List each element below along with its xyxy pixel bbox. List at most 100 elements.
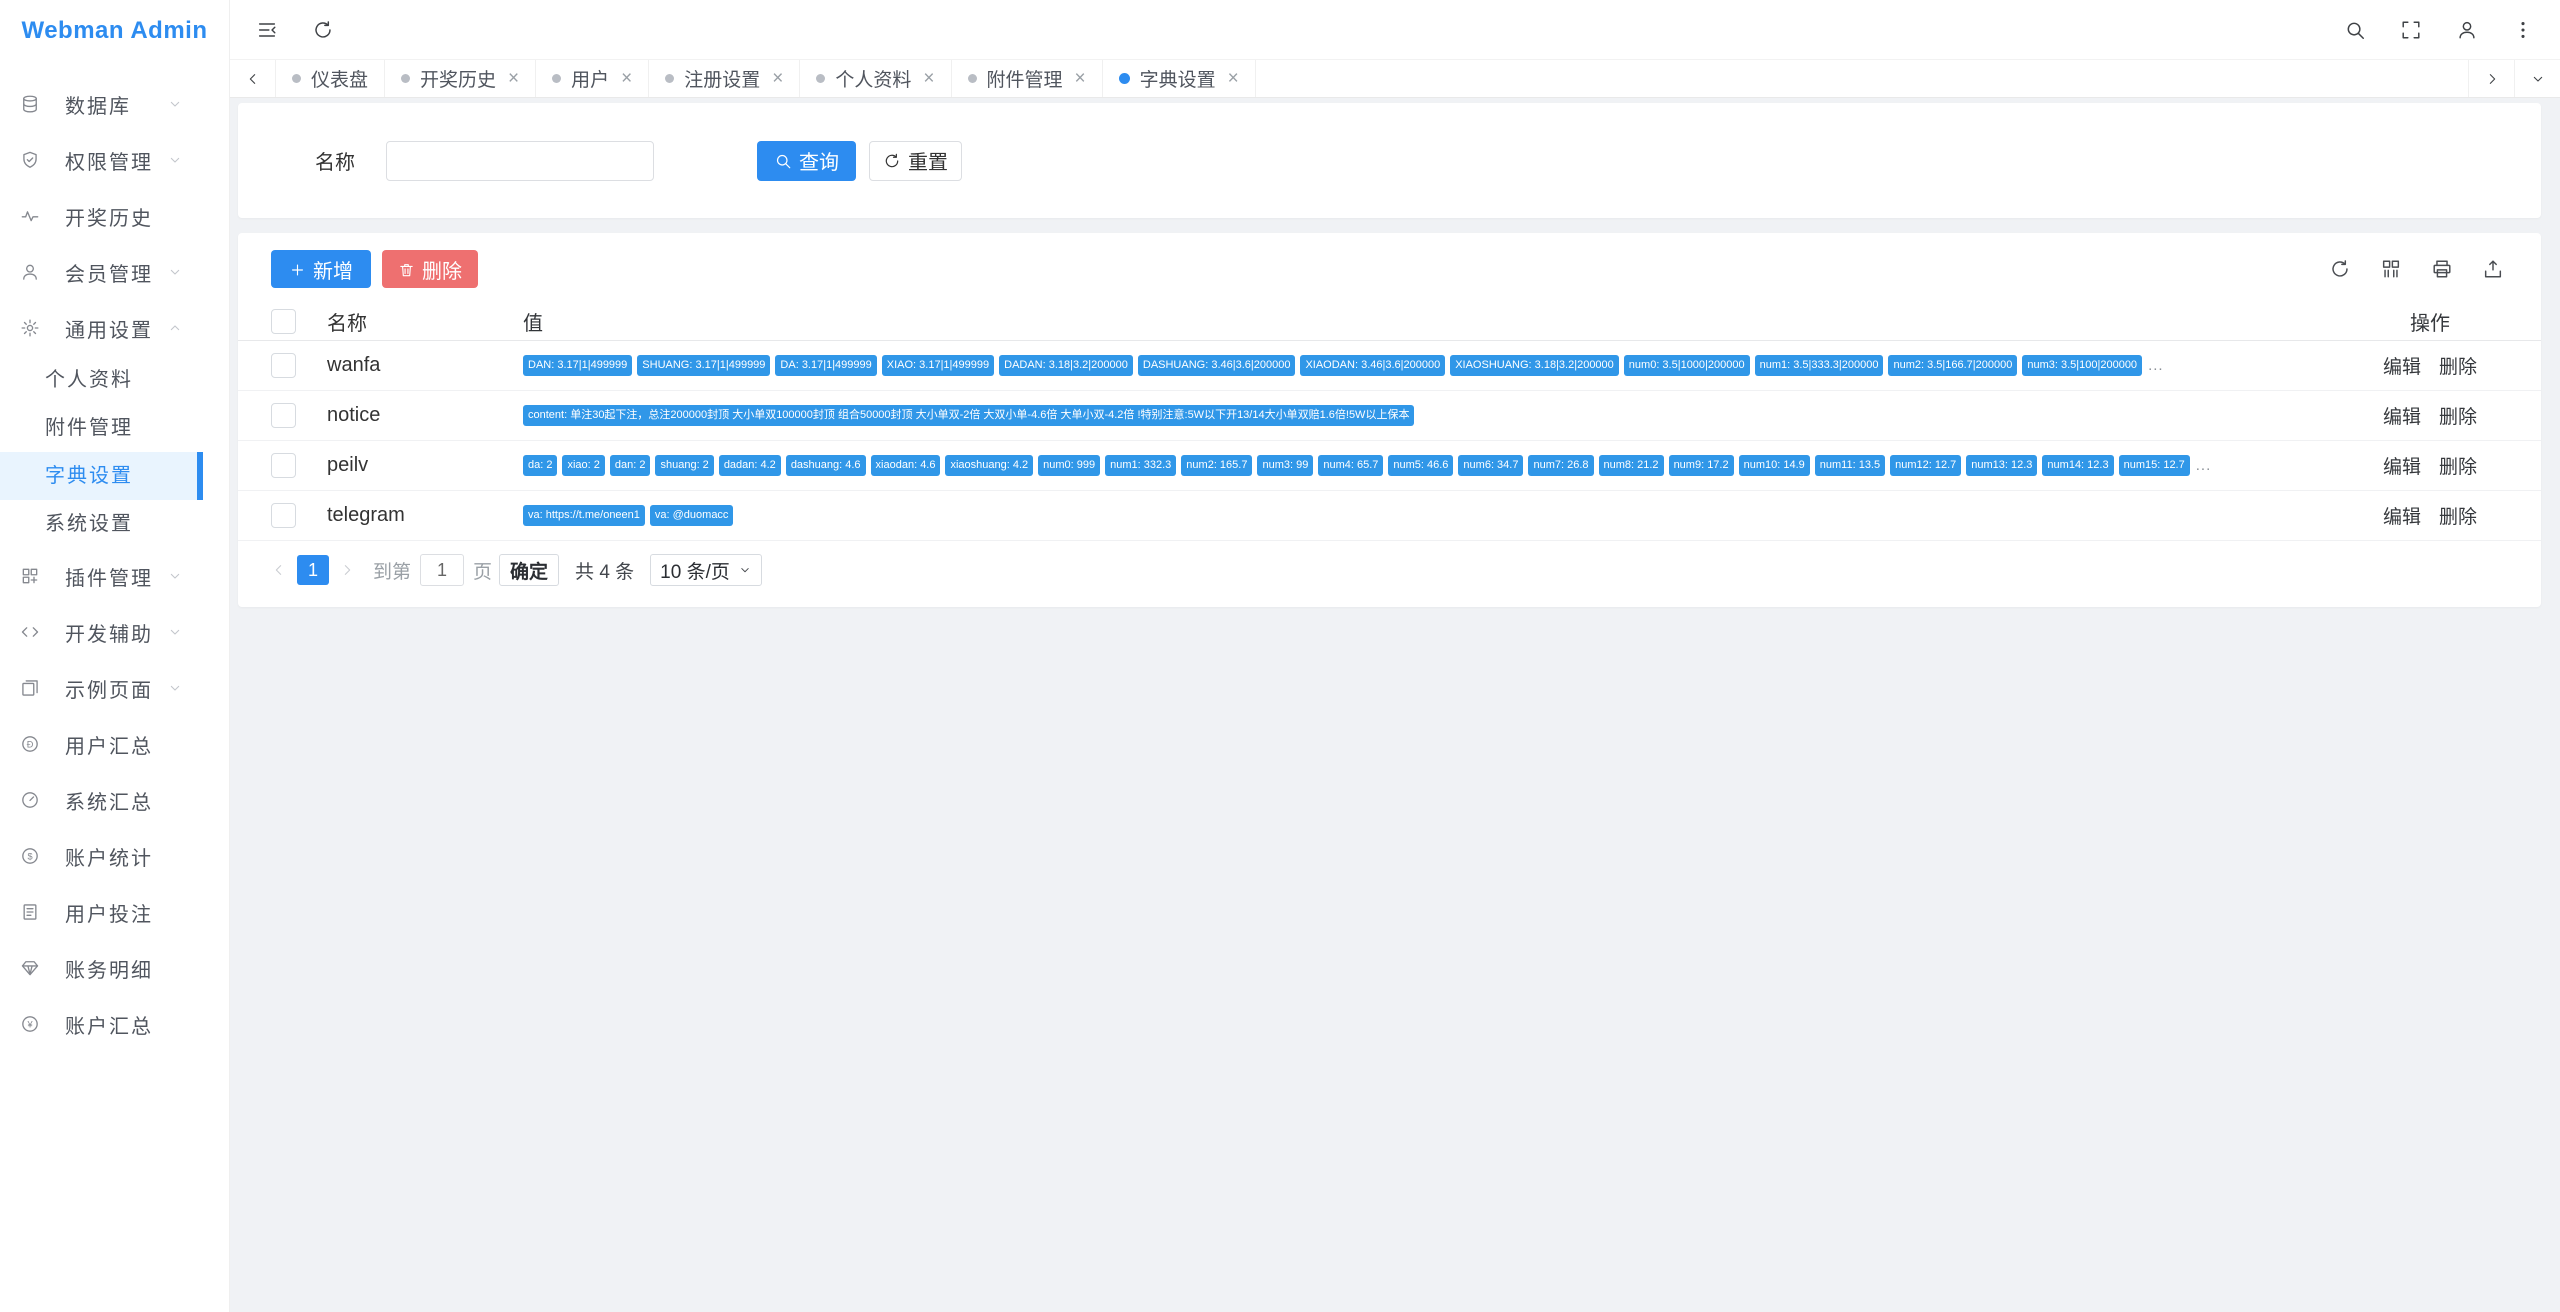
value-tag: num14: 12.3: [2042, 455, 2114, 476]
kebab-menu-icon[interactable]: [2512, 19, 2534, 41]
sidebar-item[interactable]: 插件管理: [0, 548, 229, 604]
tab-label: 仪表盘: [311, 70, 369, 91]
table-row: notice content: 单注30起下注，总注200000封顶 大小单双10…: [238, 391, 2541, 441]
print-icon[interactable]: [2431, 258, 2453, 280]
table-refresh-icon[interactable]: [2329, 258, 2351, 280]
value-tag: num5: 46.6: [1388, 455, 1454, 476]
tab-close-icon[interactable]: ×: [621, 68, 633, 89]
tab-item[interactable]: 用户 ×: [536, 60, 650, 97]
tab-dot-icon: [401, 74, 411, 83]
tab-item[interactable]: 附件管理 ×: [951, 60, 1103, 97]
search-icon[interactable]: [2344, 19, 2366, 41]
tab-close-icon[interactable]: ×: [1074, 68, 1086, 89]
tab-item[interactable]: 字典设置 ×: [1102, 60, 1256, 97]
columns-toggle-icon[interactable]: [2380, 258, 2402, 280]
plugin-icon: [20, 566, 40, 586]
name-input[interactable]: [386, 140, 654, 181]
sidebar-subitem[interactable]: 字典设置: [0, 452, 203, 500]
row-actions: 编辑 删除: [2355, 402, 2505, 429]
top-navbar: [230, 0, 2560, 60]
sidebar-item[interactable]: 数据库: [0, 76, 229, 132]
value-tag: XIAO: 3.17|1|499999: [881, 355, 995, 376]
reset-refresh-icon: [883, 152, 901, 170]
fullscreen-icon[interactable]: [2400, 19, 2422, 41]
chevron-down-icon: [167, 96, 183, 112]
goto-page-input[interactable]: [420, 554, 465, 586]
value-tag: num12: 12.7: [1890, 455, 1962, 476]
sidebar-item[interactable]: 账务明细: [0, 940, 229, 996]
export-icon[interactable]: [2482, 258, 2504, 280]
sidebar-item[interactable]: 开奖历史: [0, 188, 229, 244]
sidebar-item-label: 数据库: [65, 95, 131, 118]
value-tag: DA: 3.17|1|499999: [775, 355, 877, 376]
row-checkbox[interactable]: [271, 503, 296, 528]
sidebar-item-label: 会员管理: [65, 263, 153, 286]
sidebar-item[interactable]: Ð 用户汇总: [0, 716, 229, 772]
tab-close-icon[interactable]: ×: [772, 68, 784, 89]
menu-fold-icon[interactable]: [256, 19, 278, 41]
add-button[interactable]: 新增: [271, 250, 371, 288]
tabs-dropdown-icon[interactable]: [2514, 60, 2560, 97]
tab-close-icon[interactable]: ×: [508, 68, 520, 89]
delete-link[interactable]: 删除: [2439, 507, 2478, 528]
row-checkbox[interactable]: [271, 453, 296, 478]
delete-link[interactable]: 删除: [2439, 407, 2478, 428]
value-tag: num2: 3.5|166.7|200000: [1888, 355, 2018, 376]
edit-link[interactable]: 编辑: [2382, 457, 2421, 478]
tabs-scroll-right-icon[interactable]: [2468, 60, 2514, 97]
page-number-active[interactable]: 1: [297, 555, 329, 585]
goto-label: 到第: [373, 561, 412, 583]
row-checkbox[interactable]: [271, 353, 296, 378]
value-tag: XIAOSHUANG: 3.18|3.2|200000: [1450, 355, 1619, 376]
page-size-select[interactable]: 10 条/页: [650, 554, 762, 586]
select-all-checkbox[interactable]: [271, 309, 296, 334]
value-tag: num2: 165.7: [1181, 455, 1253, 476]
total-count-label: 共 4 条: [575, 561, 635, 583]
sidebar-item[interactable]: ¥ 账户汇总: [0, 996, 229, 1052]
sidebar-item[interactable]: 示例页面: [0, 660, 229, 716]
gear-icon: [20, 318, 40, 338]
row-actions: 编辑 删除: [2355, 502, 2505, 529]
sidebar-item[interactable]: 通用设置: [0, 300, 229, 356]
header-value: 值: [523, 313, 543, 335]
sidebar-subitem[interactable]: 系统设置: [45, 513, 133, 535]
row-checkbox[interactable]: [271, 403, 296, 428]
sidebar-item-label: 示例页面: [65, 679, 153, 702]
sidebar-subitem[interactable]: 个人资料: [45, 369, 133, 391]
query-button[interactable]: 查询: [757, 140, 856, 181]
sidebar-item[interactable]: $ 账户统计: [0, 828, 229, 884]
goto-confirm-button[interactable]: 确定: [499, 554, 560, 586]
refresh-icon[interactable]: [312, 19, 334, 41]
delete-button[interactable]: 删除: [382, 250, 478, 288]
delete-link[interactable]: 删除: [2439, 457, 2478, 478]
row-value: va: https://t.me/oneen1 va: @duomacc: [523, 505, 2355, 526]
plus-icon: [289, 261, 306, 278]
yen-icon: ¥: [20, 1014, 40, 1034]
sidebar-item[interactable]: 权限管理: [0, 132, 229, 188]
tab-close-icon[interactable]: ×: [1227, 68, 1239, 89]
tab-dot-icon: [292, 74, 301, 83]
delete-link[interactable]: 删除: [2439, 357, 2478, 378]
edit-link[interactable]: 编辑: [2382, 407, 2421, 428]
user-avatar-icon[interactable]: [2456, 19, 2478, 41]
page-next-icon[interactable]: [339, 562, 355, 578]
tabs-scroll-left-icon[interactable]: [230, 60, 276, 97]
edit-link[interactable]: 编辑: [2382, 357, 2421, 378]
sidebar-item[interactable]: 系统汇总: [0, 772, 229, 828]
tab-item[interactable]: 仪表盘: [276, 60, 386, 97]
tab-item[interactable]: 个人资料 ×: [800, 60, 952, 97]
sidebar-item[interactable]: 开发辅助: [0, 604, 229, 660]
tab-item[interactable]: 开奖历史 ×: [385, 60, 537, 97]
value-tag: num10: 14.9: [1738, 455, 1810, 476]
page-prev-icon[interactable]: [271, 562, 287, 578]
value-tag: num1: 332.3: [1105, 455, 1177, 476]
edit-link[interactable]: 编辑: [2382, 507, 2421, 528]
tab-item[interactable]: 注册设置 ×: [649, 60, 801, 97]
gem-icon: [20, 958, 40, 978]
tab-dot-icon: [1118, 73, 1130, 84]
sidebar-subitem[interactable]: 附件管理: [45, 417, 133, 439]
reset-button[interactable]: 重置: [869, 140, 962, 181]
sidebar-item[interactable]: 用户投注: [0, 884, 229, 940]
tab-close-icon[interactable]: ×: [923, 68, 935, 89]
sidebar-item[interactable]: 会员管理: [0, 244, 229, 300]
